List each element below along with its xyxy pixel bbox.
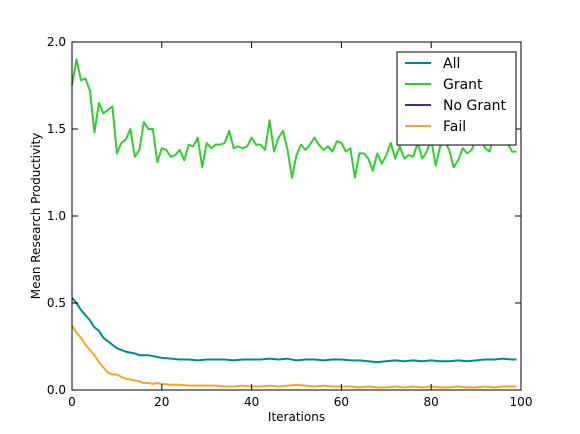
x-tick-label: 100 bbox=[510, 395, 533, 409]
x-tick-label: 60 bbox=[334, 395, 349, 409]
x-tick-label: 20 bbox=[154, 395, 169, 409]
legend-label-grant: Grant bbox=[443, 77, 483, 93]
series-line-all bbox=[71, 297, 517, 364]
legend-label-fail: Fail bbox=[443, 119, 466, 135]
y-tick-label: 1.0 bbox=[47, 209, 66, 223]
y-tick-label: 1.5 bbox=[47, 122, 66, 136]
y-axis-title: Mean Research Productivity bbox=[29, 133, 43, 300]
legend: All Grant No Grant Fail bbox=[396, 51, 517, 146]
x-tick-label: 80 bbox=[424, 395, 439, 409]
legend-label-all: All bbox=[443, 56, 460, 72]
legend-box bbox=[396, 51, 517, 146]
x-axis-title: Iterations bbox=[268, 410, 325, 424]
x-tick-label: 40 bbox=[244, 395, 259, 409]
y-tick-label: 0.0 bbox=[47, 383, 66, 397]
ticks-layer: 0 20 40 60 80 100 0.0 0.5 1.0 1.5 2.0 bbox=[47, 35, 533, 409]
y-tick-label: 0.5 bbox=[47, 296, 66, 310]
x-tick-label: 0 bbox=[68, 395, 76, 409]
y-tick-label: 2.0 bbox=[47, 35, 66, 49]
legend-label-no-grant: No Grant bbox=[443, 98, 507, 114]
